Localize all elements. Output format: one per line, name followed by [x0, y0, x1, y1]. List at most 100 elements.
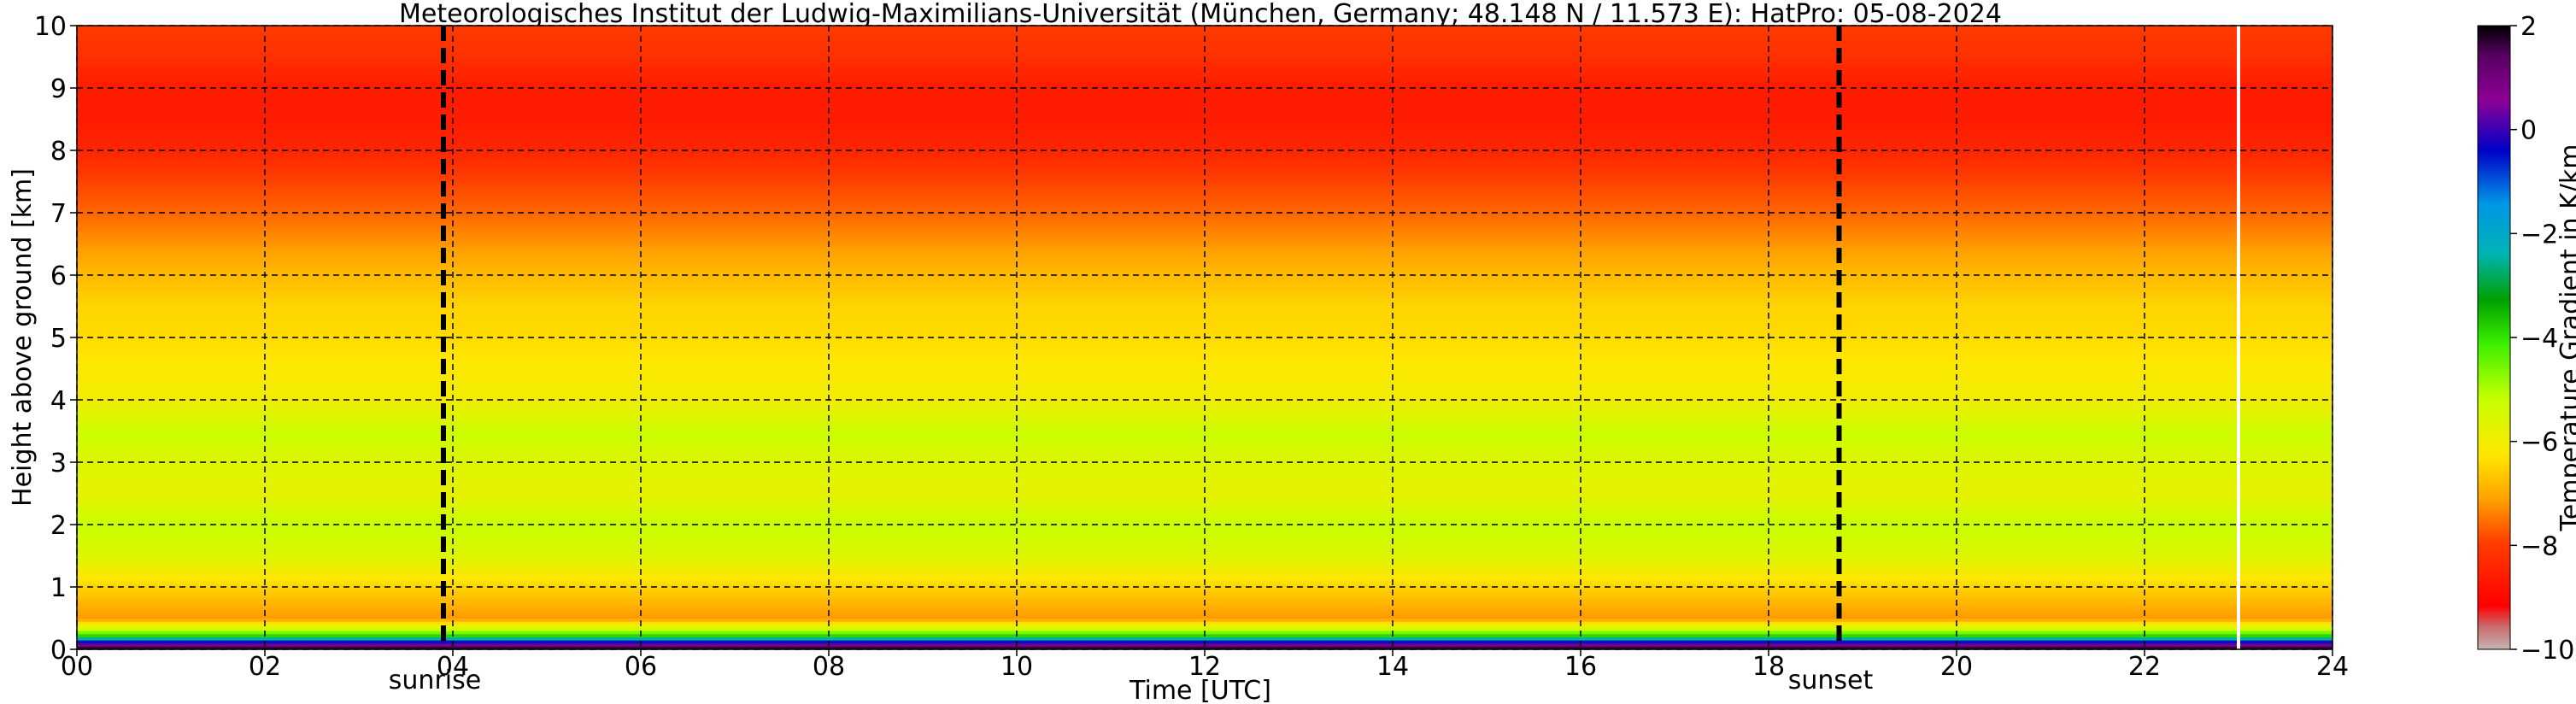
sunrise-label: sunrise [389, 666, 481, 695]
heatmap-band [77, 50, 2332, 55]
y-axis-ticks: 0 1 2 3 4 5 6 7 8 9 10 [34, 12, 77, 666]
heatmap-band [77, 53, 2332, 58]
colorbar-tick-label: −4 [2520, 324, 2558, 354]
heatmap-band [77, 462, 2332, 466]
heatmap-band [77, 381, 2332, 385]
heatmap-band [77, 81, 2332, 85]
x-tick-label: 06 [625, 652, 657, 682]
heatmap-band [77, 103, 2332, 108]
heatmap-band [77, 278, 2332, 282]
heatmap-band [77, 587, 2332, 591]
heatmap-band [77, 115, 2332, 120]
colorbar-tick-label: −8 [2520, 531, 2558, 561]
heatmap-band [77, 125, 2332, 130]
heatmap-band [77, 319, 2332, 323]
heatmap-band [77, 349, 2332, 354]
colorbar: 2 0 −2 −4 −6 −8 −10 Temperature Gradient in K/… [2477, 12, 2576, 666]
heatmap-band [77, 555, 2332, 560]
x-tick-label: 14 [1376, 652, 1409, 682]
colorbar-tick-label: 0 [2520, 116, 2537, 146]
heatmap-band [77, 512, 2332, 516]
heatmap-band [77, 72, 2332, 76]
heatmap-band [77, 400, 2332, 404]
heatmap-band [77, 187, 2332, 192]
heatmap-band [77, 421, 2332, 425]
heatmap-band [77, 408, 2332, 414]
colorbar-bar [2477, 25, 2511, 650]
x-tick-label: 08 [813, 652, 845, 682]
x-tick-label: 18 [1752, 652, 1785, 682]
x-tick-label: 12 [1188, 652, 1221, 682]
heatmap-band [77, 328, 2332, 332]
heatmap-band [77, 368, 2332, 373]
heatmap-band [77, 337, 2332, 342]
y-tick-label: 3 [50, 449, 67, 478]
heatmap-band [77, 32, 2332, 36]
sunset-label: sunset [1788, 666, 1874, 695]
heatmap-band [77, 153, 2332, 157]
heatmap-band [77, 627, 2332, 631]
heatmap-band [77, 156, 2332, 161]
heatmap-band [77, 502, 2332, 507]
heatmap-band [77, 474, 2332, 478]
heatmap-band [77, 166, 2332, 170]
heatmap-band [77, 618, 2332, 622]
heatmap-band [77, 225, 2332, 229]
heatmap-band [77, 215, 2332, 220]
heatmap-band [77, 309, 2332, 314]
heatmap-band [77, 533, 2332, 538]
heatmap-band [77, 197, 2332, 201]
heatmap-band [77, 412, 2332, 416]
heatmap-band [77, 300, 2332, 304]
y-tick-label: 4 [50, 386, 67, 416]
heatmap-band [77, 546, 2332, 550]
heatmap-band [77, 238, 2332, 242]
x-tick-label: 20 [1940, 652, 1973, 682]
heatmap-band [77, 605, 2332, 610]
heatmap-band [77, 340, 2332, 344]
heatmap-band [77, 431, 2332, 435]
heatmap-band [77, 646, 2332, 650]
colorbar-tick-label: −6 [2520, 428, 2558, 458]
heatmap-band [77, 471, 2332, 476]
heatmap-band [77, 122, 2332, 126]
y-tick-label: 9 [50, 74, 67, 104]
chart-title: Meteorologisches Institut der Ludwig-Max… [399, 0, 2002, 29]
heatmap-band [77, 85, 2332, 89]
heatmap-band [77, 484, 2332, 488]
heatmap-band [77, 268, 2332, 273]
heatmap-band [77, 113, 2332, 117]
heatmap-band [77, 266, 2332, 270]
heatmap-band [77, 206, 2332, 210]
x-axis-label: Time [UTC] [1129, 676, 1271, 704]
heatmap-band [77, 584, 2332, 588]
x-tick-label: 24 [2316, 652, 2349, 682]
heatmap-band [77, 574, 2332, 578]
heatmap-band [77, 134, 2332, 138]
heatmap-band [77, 94, 2332, 98]
heatmap-band [77, 41, 2332, 45]
y-tick-label: 2 [50, 511, 67, 541]
heatmap-band [77, 440, 2332, 444]
y-axis-label: Height above ground [km] [8, 168, 38, 507]
heatmap-band [77, 565, 2332, 569]
heatmap-band [77, 515, 2332, 519]
x-axis-ticks: 00 02 04 06 08 10 12 14 16 18 20 22 24 [61, 649, 2349, 682]
heatmap-band [77, 359, 2332, 363]
heatmap-band [77, 256, 2332, 261]
y-tick-label: 10 [34, 12, 67, 42]
heatmap-band [77, 194, 2332, 198]
colorbar-ticks: 2 0 −2 −4 −6 −8 −10 [2510, 12, 2574, 666]
y-tick-label: 7 [50, 199, 67, 229]
heatmap-band [77, 543, 2332, 548]
heatmap-band [77, 247, 2332, 251]
y-tick-label: 1 [50, 573, 67, 603]
heatmap-band [77, 331, 2332, 335]
colorbar-tick-label: −10 [2520, 636, 2574, 666]
sun-annotations: sunrise sunset [389, 666, 1874, 695]
plot-area [76, 25, 2333, 650]
colorbar-label: Temperature Gradient in K/km [2555, 144, 2576, 532]
sun-lines [441, 26, 1842, 649]
heatmap-band [77, 390, 2332, 395]
